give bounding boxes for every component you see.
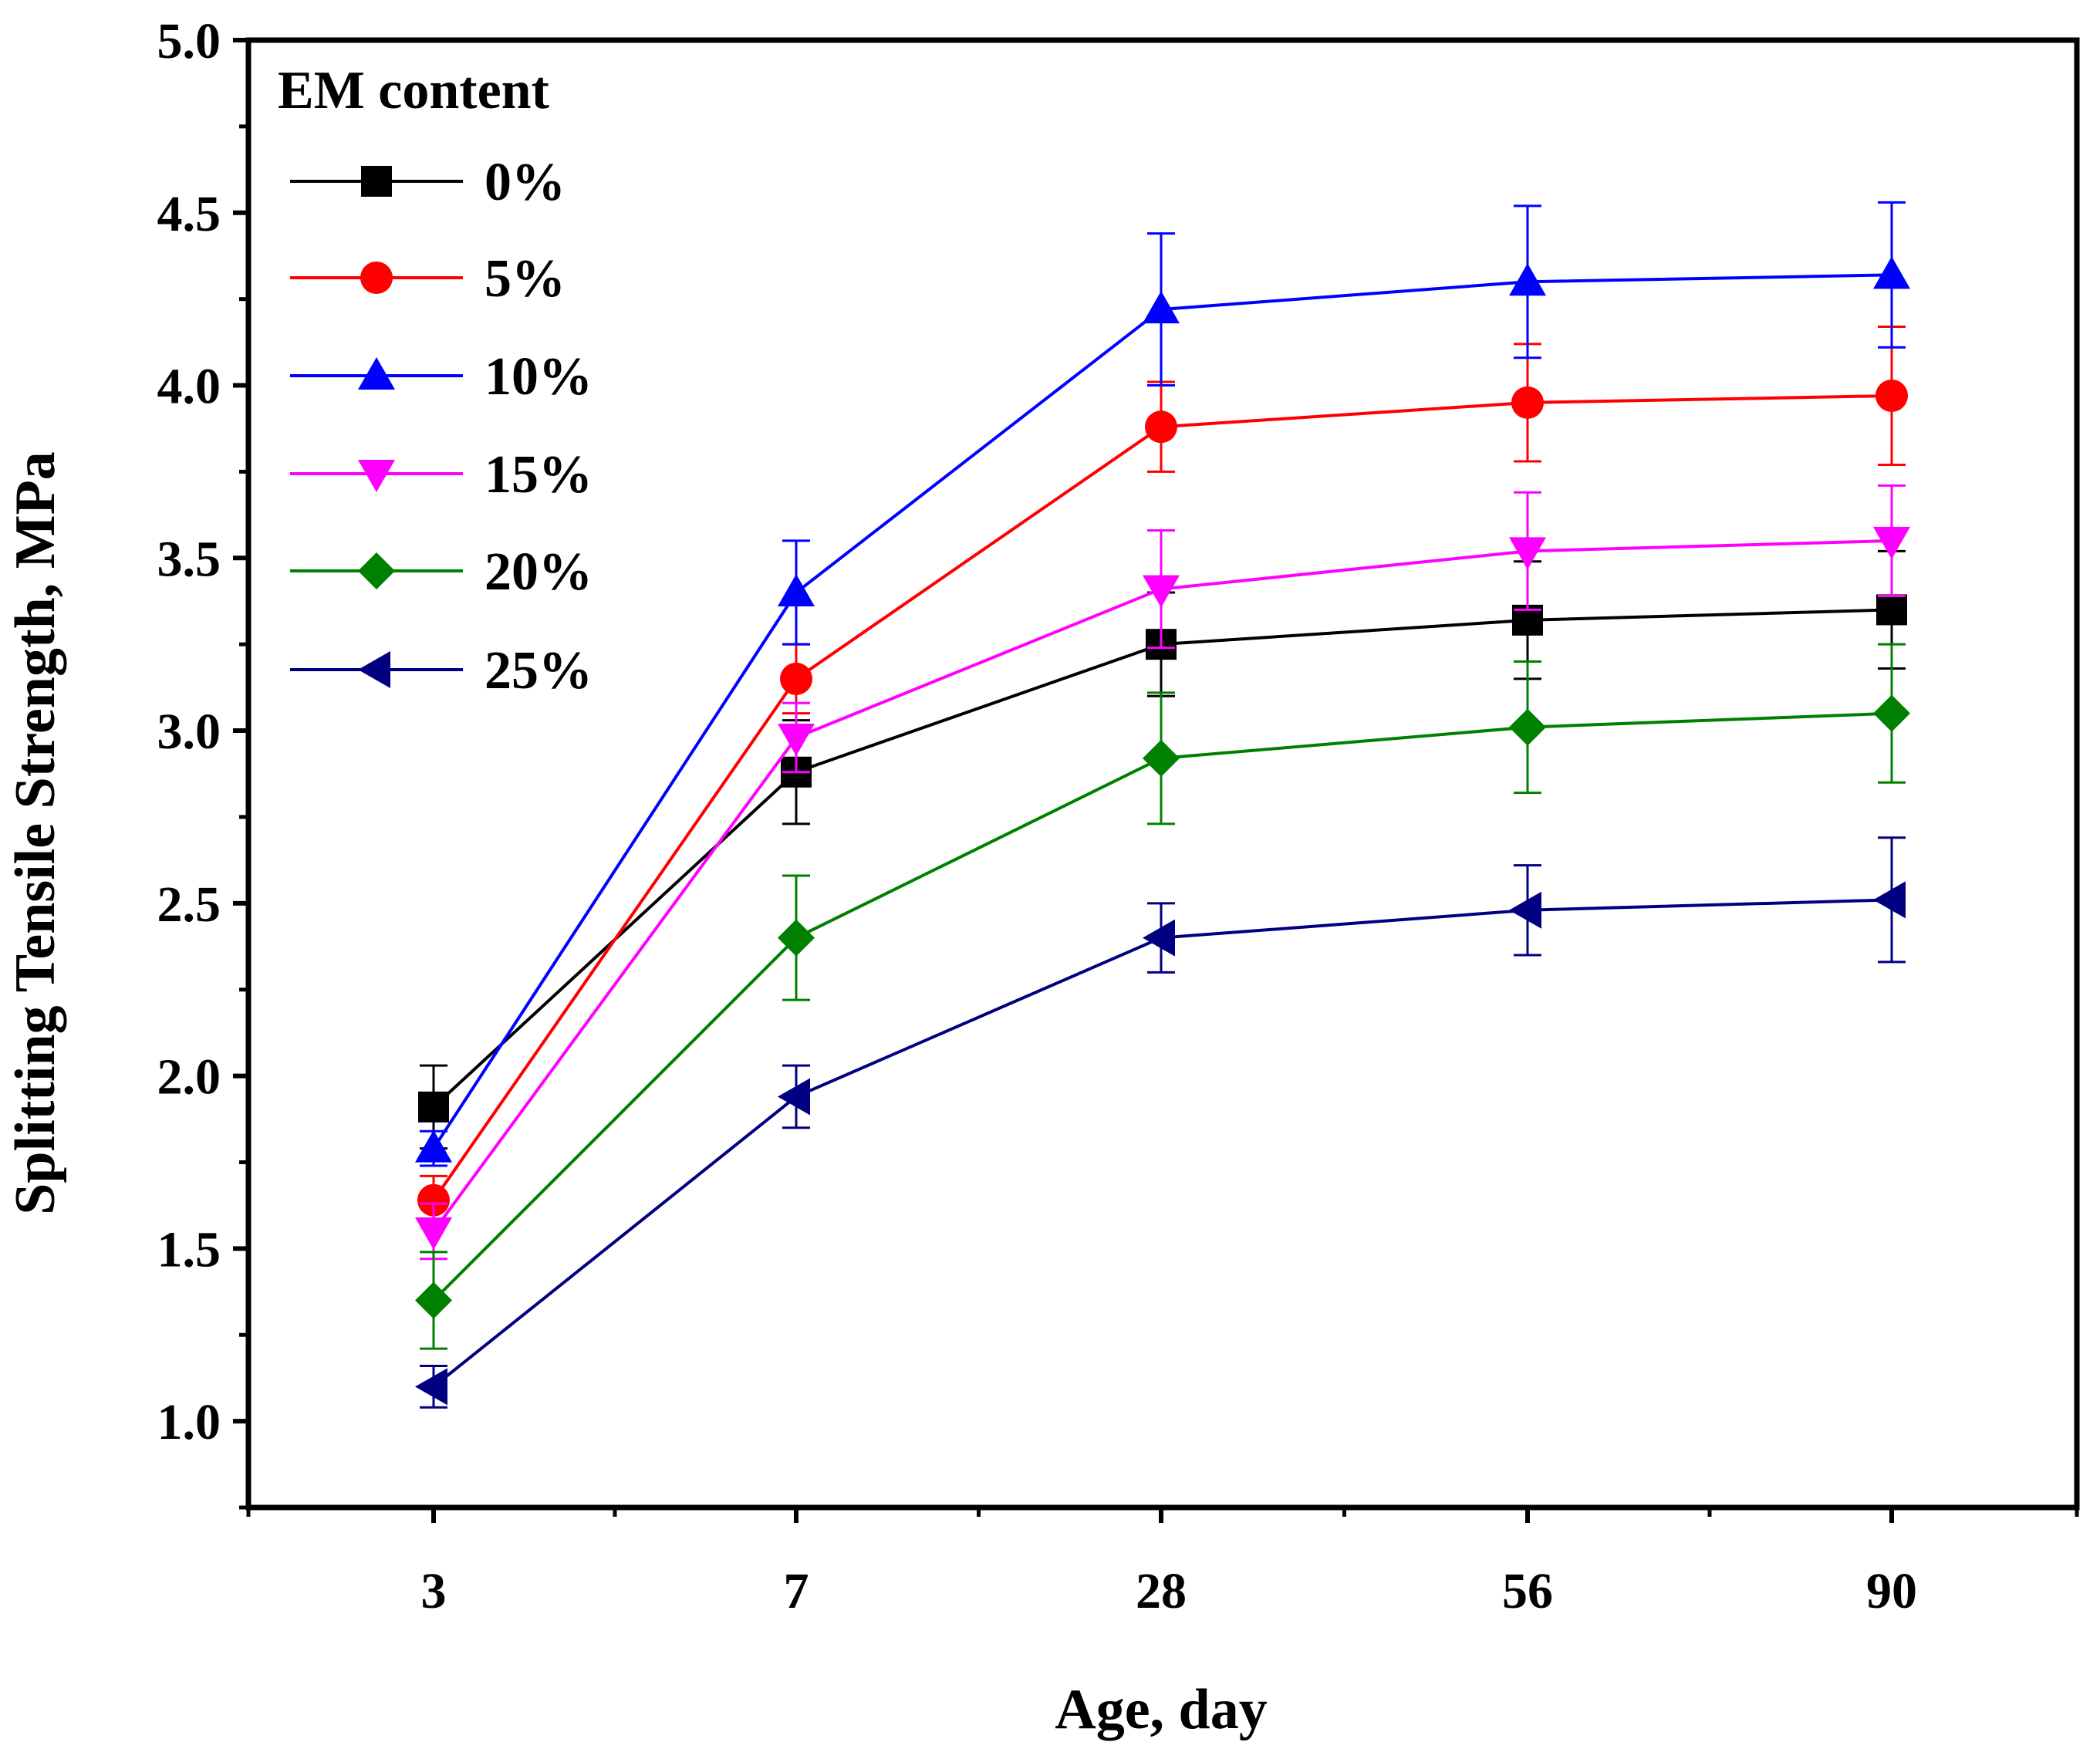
- x-axis-title: Age, day: [1055, 1678, 1267, 1741]
- y-tick-label: 3.0: [157, 704, 221, 760]
- legend-item-25pct: 25%: [290, 641, 593, 701]
- legend-label: 20%: [484, 542, 593, 602]
- data-point: [1143, 291, 1180, 324]
- series-25pct: [415, 836, 1906, 1409]
- y-tick-label: 5.0: [157, 13, 221, 69]
- x-tick-label: 28: [1136, 1563, 1187, 1619]
- data-point: [415, 1217, 452, 1250]
- data-point: [780, 662, 812, 695]
- y-tick-label: 2.5: [157, 876, 221, 933]
- legend-item-0pct: 0%: [290, 153, 566, 212]
- data-point: [1873, 881, 1906, 919]
- legend-marker: [358, 651, 390, 688]
- series-15pct: [415, 484, 1910, 1261]
- data-point: [417, 1183, 450, 1217]
- data-point: [415, 1281, 452, 1319]
- data-point: [1873, 256, 1910, 289]
- data-point: [1875, 379, 1908, 412]
- y-tick-label: 4.0: [157, 359, 221, 415]
- data-point: [1143, 575, 1180, 608]
- legend-label: 5%: [484, 249, 566, 309]
- y-axis: 1.0 1.5 2.0 2.5 3.0 3.5 4.0 4.5 5.0: [157, 13, 248, 1510]
- y-tick-label: 2.0: [157, 1049, 221, 1106]
- data-point: [778, 724, 815, 757]
- x-tick-label: 3: [421, 1563, 447, 1619]
- data-point: [1509, 263, 1546, 296]
- series-0pct: [418, 549, 1907, 1150]
- legend-item-10pct: 10%: [290, 347, 593, 407]
- series-layer: [415, 201, 1910, 1409]
- data-point: [778, 919, 815, 957]
- data-point: [1145, 410, 1177, 444]
- legend-marker: [358, 552, 395, 589]
- y-tick-label: 1.5: [157, 1221, 221, 1278]
- x-tick-label: 90: [1866, 1563, 1917, 1619]
- legend-item-15pct: 15%: [290, 445, 593, 505]
- series-5pct: [417, 325, 1908, 1226]
- x-tick-label: 56: [1502, 1563, 1553, 1619]
- data-point: [778, 1078, 810, 1116]
- y-tick-label: 4.5: [157, 186, 221, 242]
- series-20pct: [415, 643, 1910, 1350]
- y-tick-label: 1.0: [157, 1394, 221, 1450]
- data-point: [1143, 919, 1175, 957]
- data-point: [418, 1091, 449, 1123]
- data-point: [1876, 594, 1907, 626]
- data-point: [1873, 694, 1910, 732]
- data-point: [1509, 891, 1541, 929]
- series-line: [432, 608, 1892, 1109]
- data-point: [1509, 708, 1546, 746]
- y-tick-label: 3.5: [157, 531, 221, 587]
- legend: 0% 5% 10% 15% 20% 25%: [290, 153, 593, 701]
- series-10pct: [415, 201, 1910, 1167]
- legend-label: 0%: [484, 153, 566, 212]
- legend-label: 10%: [484, 347, 593, 407]
- y-axis-title: Splitting Tensile Strength, MPa: [4, 451, 67, 1215]
- legend-label: 25%: [484, 641, 593, 701]
- data-point: [778, 574, 815, 607]
- x-tick-label: 7: [784, 1563, 809, 1619]
- series-line: [432, 273, 1892, 1150]
- legend-marker: [360, 262, 393, 294]
- legend-title: EM content: [278, 61, 549, 120]
- data-point: [415, 1368, 447, 1406]
- legend-marker: [358, 460, 395, 492]
- legend-item-20pct: 20%: [290, 542, 593, 602]
- x-axis: 3 7 28 56 90: [246, 1507, 2079, 1619]
- legend-marker: [361, 166, 392, 197]
- data-point: [1873, 526, 1910, 559]
- data-point: [1509, 537, 1546, 570]
- data-point: [1511, 386, 1544, 419]
- legend-marker: [358, 357, 395, 390]
- legend-label: 15%: [484, 445, 593, 505]
- data-point: [1143, 739, 1180, 777]
- legend-item-5pct: 5%: [290, 249, 566, 309]
- data-point: [415, 1129, 452, 1163]
